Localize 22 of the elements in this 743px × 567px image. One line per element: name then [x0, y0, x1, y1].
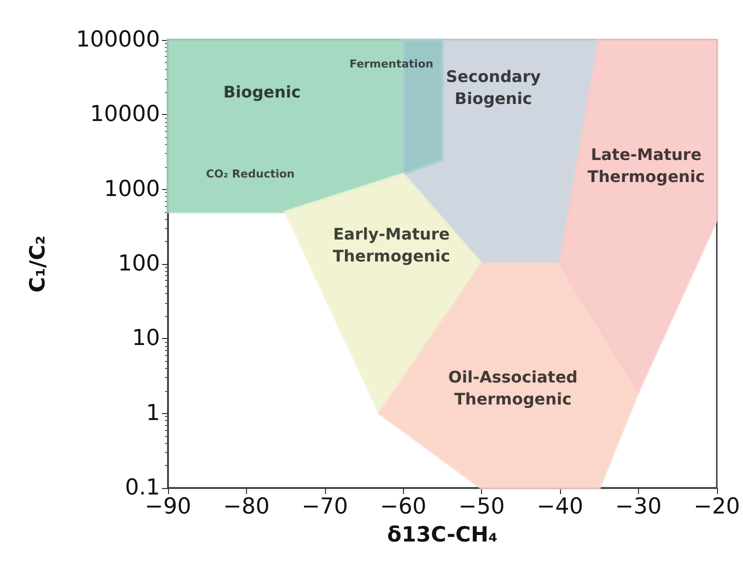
x-tick-label: −30 — [615, 494, 662, 520]
y-tick-label: 100 — [118, 252, 160, 276]
series-label: Late-Mature Thermogenic — [588, 144, 705, 186]
x-tick-label: −40 — [536, 494, 584, 520]
series-label: Oil-Associated Thermogenic — [448, 367, 578, 408]
x-tick-label: −80 — [223, 494, 270, 520]
annotation: CO₂ Reduction — [206, 168, 295, 181]
series-label: Secondary Biogenic — [446, 67, 542, 108]
x-tick-label: −50 — [458, 494, 505, 520]
series-label: Biogenic — [223, 82, 301, 102]
y-tick-label: 10000 — [90, 102, 160, 128]
x-tick-label: −70 — [302, 494, 348, 520]
x-tick-label: −60 — [380, 494, 426, 520]
x-axis-title: δ13C-CH₄ — [387, 522, 498, 546]
y-tick-label: 1 — [146, 400, 160, 426]
y-tick-label: 10 — [132, 326, 160, 352]
x-tick-label: −20 — [694, 494, 740, 520]
series-label: Early-Mature Thermogenic — [332, 224, 450, 266]
y-tick-label: 1000 — [104, 176, 160, 202]
y-tick-label: 100000 — [76, 28, 160, 52]
y-axis-title: C₁/C₂ — [26, 236, 50, 292]
series-label: Fermentation — [350, 57, 434, 70]
